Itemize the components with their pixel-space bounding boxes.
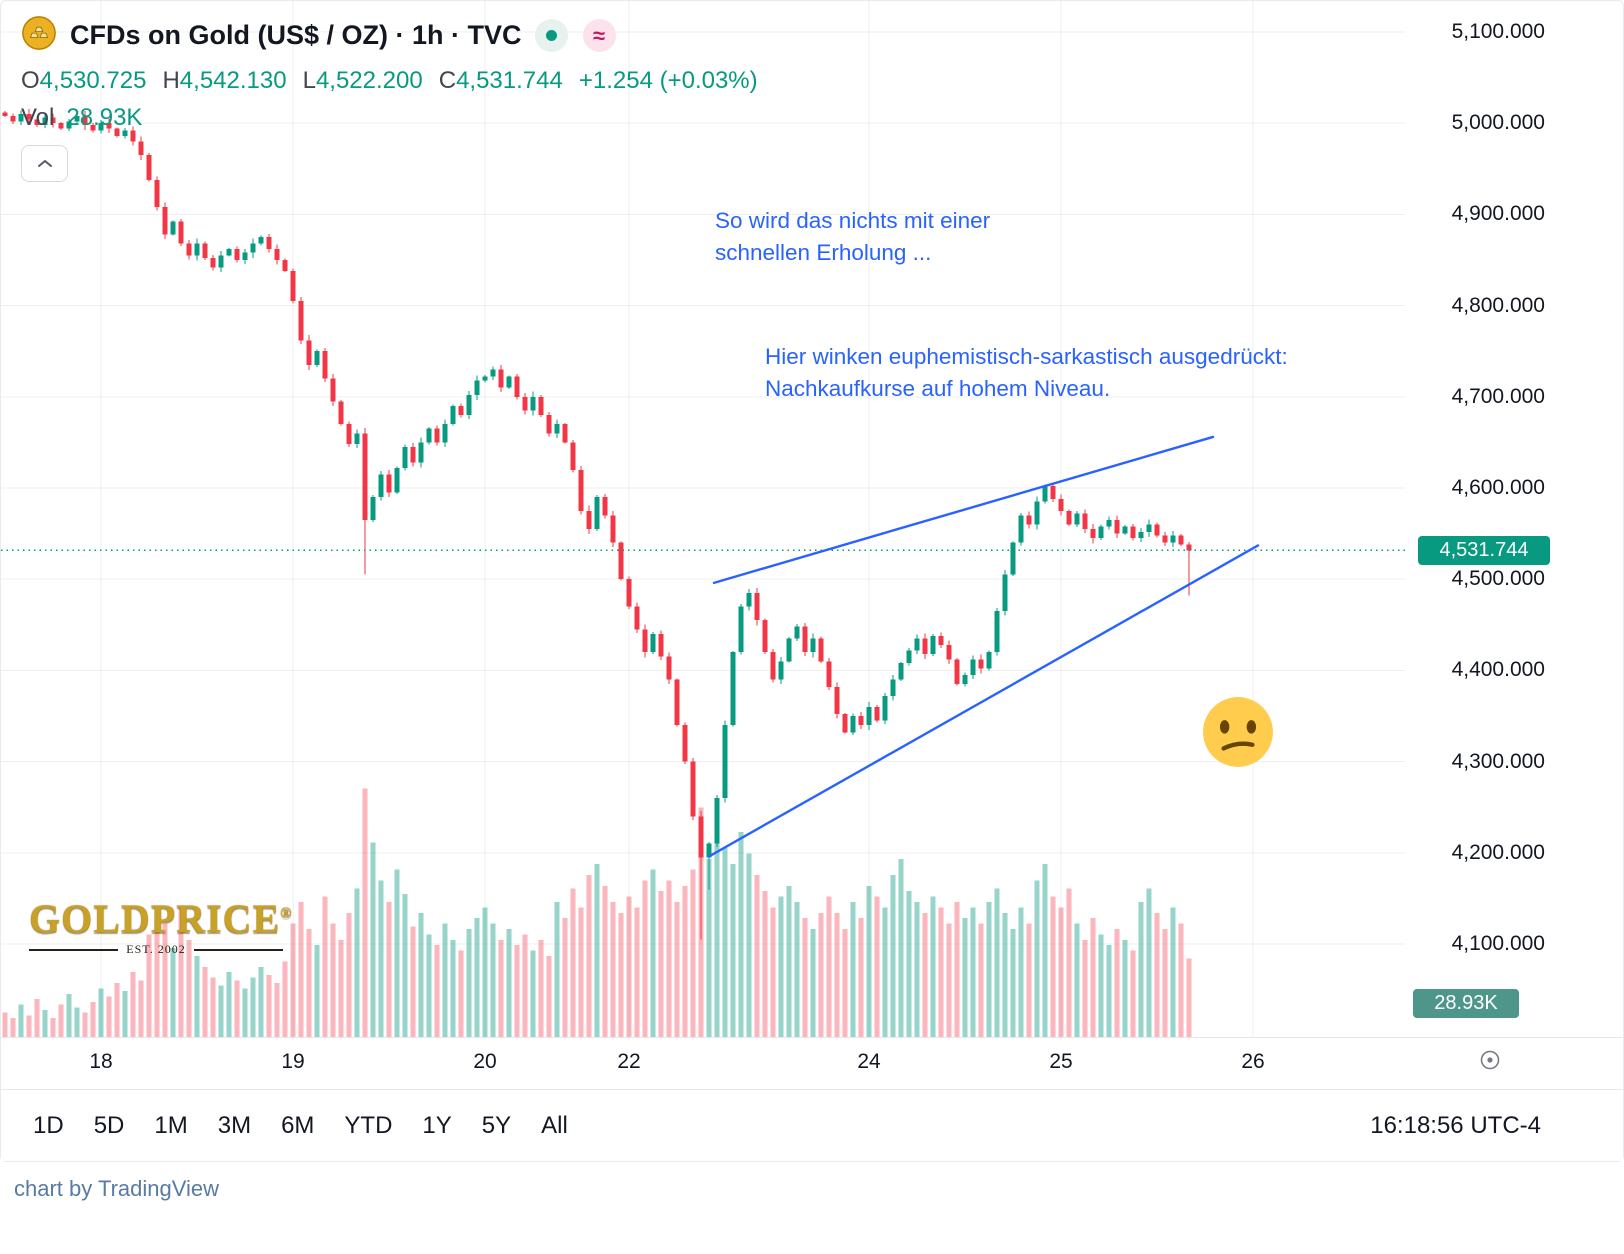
ohlc-high-label: H <box>162 67 180 94</box>
ohlc-close-label: C <box>438 67 457 94</box>
ohlc-change: +1.254 (+0.03%) <box>578 67 758 94</box>
volume-row: Vol 28.93K <box>21 104 758 132</box>
indicator-chip-approx[interactable]: ≈ <box>582 19 616 52</box>
time-axis-label: 24 <box>857 1050 881 1073</box>
range-button-ytd[interactable]: YTD <box>344 1111 393 1139</box>
range-button-1d[interactable]: 1D <box>33 1111 64 1139</box>
price-axis[interactable]: 4,531.744 28.93K 5,100.000 5,000.000 4,900… <box>1405 1 1623 1037</box>
volume-label: Vol <box>21 104 55 131</box>
ohlc-close-value: 4,531.744 <box>456 67 563 94</box>
crosshair-target-icon[interactable] <box>1478 1048 1502 1077</box>
range-button-1m[interactable]: 1M <box>154 1111 188 1139</box>
bottom-toolbar: 1D 5D 1M 3M 6M YTD 1Y 5Y All 16:18:56 UT… <box>1 1089 1623 1161</box>
price-tick-label: 4,300.000 <box>1451 749 1545 773</box>
drawing-note-erholung[interactable]: So wird das nichts mit einer schnellen E… <box>715 208 991 265</box>
attribution-footer: chart by TradingView <box>14 1176 219 1202</box>
range-buttons: 1D 5D 1M 3M 6M YTD 1Y 5Y All <box>33 1112 568 1140</box>
ohlc-low-label: L <box>302 67 316 94</box>
time-axis-label: 19 <box>281 1050 305 1073</box>
volume-badge: 28.93K <box>1413 989 1519 1018</box>
price-tick-label: 5,000.000 <box>1451 111 1545 135</box>
volume-bars <box>2 788 1192 1037</box>
ohlc-high-value: 4,542.130 <box>179 67 287 94</box>
price-tick-label: 4,100.000 <box>1451 932 1545 955</box>
range-button-5y[interactable]: 5Y <box>481 1111 512 1139</box>
goldprice-est-label: EST. 2002 <box>126 942 186 956</box>
trendline-drawing[interactable] <box>712 435 1215 585</box>
price-tick-label: 4,900.000 <box>1451 202 1545 226</box>
price-tick-label: 5,100.000 <box>1451 20 1545 43</box>
time-axis-label: 26 <box>1241 1050 1265 1073</box>
candlestick-chart[interactable] <box>1 1 1623 1037</box>
goldprice-logo-rule: EST. 2002 <box>29 942 284 957</box>
volume-value: 28.93K <box>66 104 143 131</box>
chart-legend: CFDs on Gold (US$ / OZ) · 1h · TVC ≈ O4,… <box>21 15 758 182</box>
ohlc-row: O4,530.725 H4,542.130 L4,522.200 C4,531.… <box>21 67 758 95</box>
range-button-6m[interactable]: 6M <box>281 1111 315 1139</box>
drawing-note-nachkaufkurse[interactable]: Hier winken euphemistisch-sarkastisch au… <box>765 344 1288 401</box>
ohlc-open-value: 4,530.725 <box>39 67 147 94</box>
price-tick-label: 4,800.000 <box>1451 293 1545 317</box>
goldprice-logo-text: GOLDPRICE® <box>29 896 293 941</box>
range-button-5d[interactable]: 5D <box>93 1111 125 1139</box>
collapse-legend-button[interactable] <box>21 145 68 182</box>
range-button-1y[interactable]: 1Y <box>422 1111 452 1139</box>
price-tick-label: 4,500.000 <box>1451 567 1545 591</box>
time-axis-label: 20 <box>473 1050 497 1073</box>
time-axis[interactable]: 18 19 20 22 24 25 26 <box>1 1037 1623 1090</box>
time-axis-label: 18 <box>89 1050 113 1073</box>
ohlc-open-label: O <box>21 67 40 94</box>
teal-dot-icon <box>545 30 557 41</box>
price-tick-label: 4,200.000 <box>1451 840 1545 864</box>
indicator-chip-dot[interactable] <box>534 19 568 52</box>
trendline-drawing[interactable] <box>707 544 1260 858</box>
time-axis-label: 25 <box>1049 1050 1073 1073</box>
symbol-title[interactable]: CFDs on Gold (US$ / OZ) · 1h · TVC <box>70 20 522 50</box>
clock: 16:18:56 UTC-4 <box>1370 1111 1541 1139</box>
chevron-up-icon <box>37 159 52 167</box>
price-tick-label: 4,700.000 <box>1451 384 1545 408</box>
grid-lines <box>1 1 1405 1037</box>
goldprice-watermark: GOLDPRICE® EST. 2002 <box>29 896 293 957</box>
range-button-all[interactable]: All <box>541 1111 568 1139</box>
price-tick-label: 4,400.000 <box>1451 658 1545 682</box>
symbol-coin-icon <box>21 15 57 56</box>
tradingview-attribution-link[interactable]: chart by TradingView <box>14 1176 220 1201</box>
current-price-badge: 4,531.744 <box>1418 536 1550 565</box>
range-button-3m[interactable]: 3M <box>217 1111 252 1139</box>
tradingview-chart-widget: GOLDPRICE® EST. 2002 CFDs on Gold (US$ /… <box>0 0 1624 1162</box>
confused-face-icon <box>1203 697 1273 767</box>
price-tick-label: 4,600.000 <box>1451 476 1545 499</box>
confused-emoji-drawing[interactable] <box>1201 695 1275 774</box>
time-axis-label: 22 <box>617 1050 641 1073</box>
ohlc-low-value: 4,522.200 <box>315 67 423 94</box>
candles <box>2 108 1192 940</box>
